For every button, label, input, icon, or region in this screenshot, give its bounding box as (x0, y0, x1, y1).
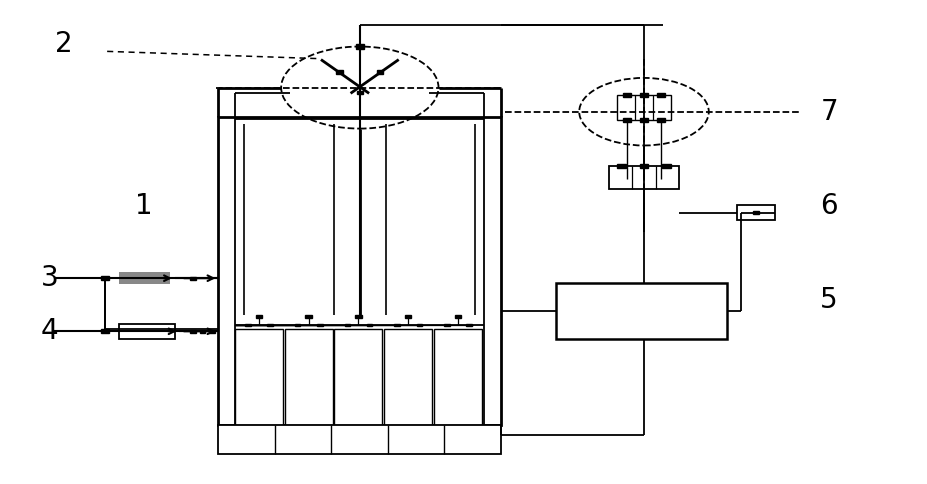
Bar (416, 324, 422, 326)
Bar (737, 205, 775, 220)
Bar (245, 324, 250, 326)
Text: 5: 5 (820, 286, 838, 314)
Bar (405, 315, 412, 318)
Text: 3: 3 (41, 264, 58, 292)
Text: 4: 4 (41, 318, 58, 345)
Bar (641, 93, 648, 97)
Text: 7: 7 (820, 98, 838, 126)
Text: 2: 2 (55, 30, 72, 58)
Bar (190, 276, 197, 280)
Bar (356, 45, 364, 49)
Bar (609, 166, 679, 189)
Bar (434, 329, 482, 425)
Bar (377, 71, 384, 74)
Bar (218, 425, 501, 454)
Bar (641, 119, 648, 122)
Bar (101, 276, 109, 280)
Bar (235, 329, 283, 425)
Bar (753, 211, 759, 214)
Bar (317, 324, 323, 326)
Bar (120, 324, 174, 339)
Bar (335, 329, 383, 425)
Bar (209, 330, 214, 333)
Bar (455, 315, 462, 318)
Bar (337, 71, 343, 74)
Bar (199, 330, 205, 333)
Bar (367, 324, 373, 326)
Bar (295, 324, 300, 326)
Bar (466, 324, 472, 326)
Bar (267, 324, 273, 326)
Bar (235, 119, 484, 425)
Bar (218, 117, 501, 425)
Bar (385, 329, 432, 425)
Bar (617, 164, 626, 168)
Text: 6: 6 (820, 192, 838, 220)
Bar (657, 119, 665, 122)
Bar (101, 329, 109, 333)
Bar (640, 164, 648, 168)
Bar (556, 283, 728, 338)
Bar (657, 93, 665, 97)
Bar (190, 330, 196, 333)
Bar (623, 93, 630, 97)
Bar (120, 272, 170, 285)
Bar (345, 324, 350, 326)
Bar (617, 95, 671, 121)
Bar (394, 324, 400, 326)
Bar (305, 315, 311, 318)
Bar (285, 329, 333, 425)
Bar (256, 315, 262, 318)
Text: 1: 1 (135, 192, 153, 220)
Bar (444, 324, 450, 326)
Bar (663, 164, 670, 168)
Bar (357, 91, 362, 94)
Bar (355, 315, 362, 318)
Bar (623, 119, 630, 122)
